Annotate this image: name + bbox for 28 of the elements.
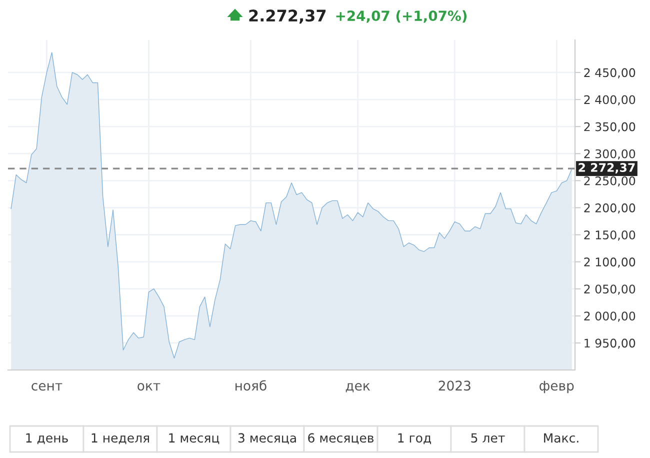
y-tick-label: 2 050,00: [584, 284, 636, 295]
text: 3 месяца: [238, 433, 296, 444]
text: 1 месяц: [169, 433, 220, 444]
text: 1 неделя: [92, 433, 149, 444]
x-tick-label: февр: [540, 380, 574, 394]
x-tick-label: сент: [32, 383, 62, 391]
text: 1 год: [398, 433, 431, 444]
y-tick-label: 2 250,00: [584, 176, 636, 187]
chart-title: 2.272,37: [249, 10, 326, 24]
y-tick-label: 2 000,00: [584, 312, 636, 322]
y-tick-label: 2 300,00: [584, 149, 636, 160]
x-tick-label: нояб: [236, 380, 266, 391]
y-tick-label: 2 200,00: [584, 203, 636, 214]
y-tick-label: 2 350,00: [584, 122, 636, 132]
chart-subtitle: +24,07 (+1,07%): [336, 10, 467, 23]
x-tick-label: окт: [138, 383, 160, 391]
y-tick-label: 2 100,00: [584, 258, 636, 268]
text: 6 месяцев: [308, 433, 374, 444]
text: Макс.: [544, 433, 578, 443]
y-tick-label: 2 450,00: [584, 68, 636, 78]
text: 1 день: [26, 433, 68, 444]
x-tick-label: 2023: [438, 380, 470, 391]
x-tick-label: дек: [346, 383, 370, 392]
y-tick-label: 1 950,00: [584, 338, 636, 349]
ref-line-label: 2 272,37: [578, 163, 635, 174]
y-tick-label: 2 400,00: [584, 95, 636, 106]
y-tick-label: 2 150,00: [584, 230, 636, 241]
text: 5 лет: [471, 433, 505, 443]
